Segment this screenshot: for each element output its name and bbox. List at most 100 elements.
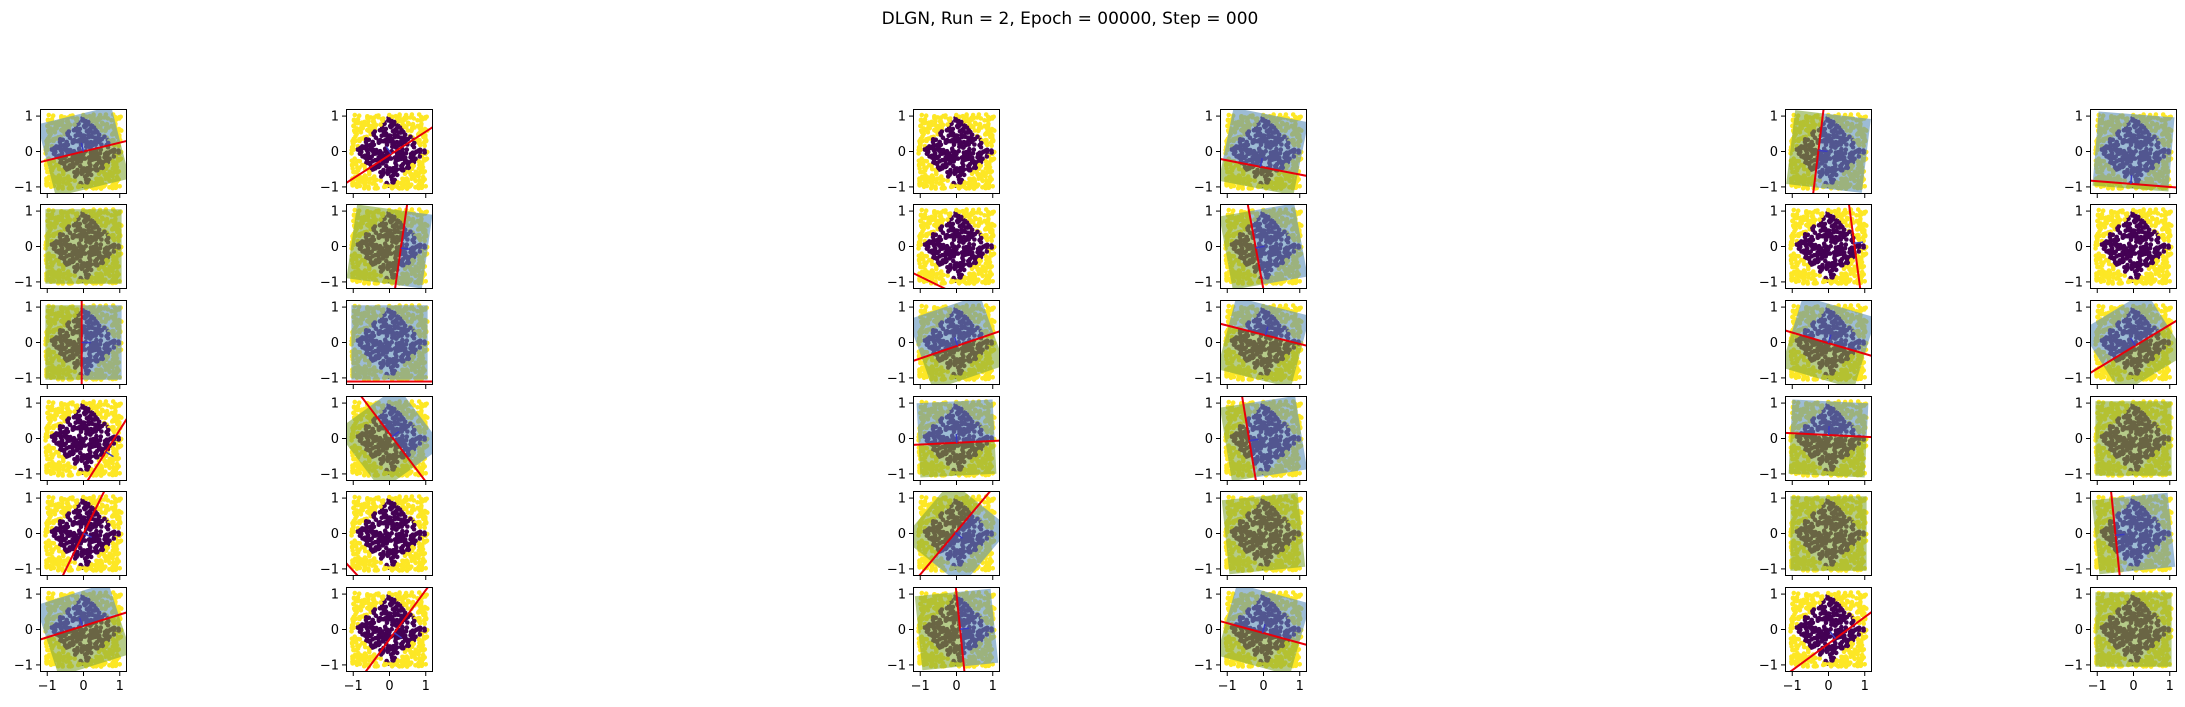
- scatter-point: [973, 164, 979, 170]
- scatter-point: [404, 176, 410, 181]
- y-tick-label: 0: [2075, 145, 2083, 160]
- y-tick-label: −1: [14, 180, 33, 195]
- scatter-point: [957, 179, 962, 185]
- scatter-point: [990, 184, 995, 189]
- scatter-point: [937, 148, 942, 154]
- scatter-point: [1225, 123, 1230, 128]
- scatter-point: [927, 145, 933, 151]
- scatter-point: [939, 174, 944, 179]
- scatter-point: [929, 177, 934, 182]
- y-tick-label: 0: [25, 240, 33, 255]
- y-tick-label: 1: [2075, 110, 2083, 125]
- scatter-point: [370, 148, 375, 154]
- scatter-point: [944, 128, 950, 133]
- scatter-point: [408, 172, 414, 178]
- scatter-point: [985, 118, 991, 123]
- scatter-point: [380, 153, 385, 159]
- scatter-point: [409, 182, 414, 187]
- scatter-point: [384, 163, 389, 169]
- scatter-point: [930, 139, 936, 145]
- scatter-point: [931, 158, 937, 164]
- scatter-point: [416, 185, 421, 191]
- scatter-point: [944, 163, 949, 169]
- scatter-point: [985, 129, 990, 134]
- scatter-point: [392, 171, 398, 176]
- subplot-r1-c4: −101: [1194, 109, 1307, 198]
- scatter-point: [50, 113, 56, 118]
- scatter-point: [374, 177, 379, 183]
- scatter-point: [971, 137, 976, 143]
- scatter-point: [945, 122, 950, 127]
- scatter-point: [916, 151, 921, 156]
- scatter-point: [929, 166, 935, 172]
- scatter-point: [371, 142, 377, 148]
- positive-region: [2092, 111, 2175, 187]
- scatter-point: [409, 153, 414, 159]
- scatter-point: [377, 163, 382, 169]
- scatter-point: [935, 144, 940, 150]
- scatter-point: [940, 166, 945, 171]
- scatter-point: [938, 142, 944, 148]
- scatter-point: [968, 123, 974, 128]
- plot-area: [1220, 109, 1307, 194]
- scatter-point: [356, 113, 362, 118]
- scatter-point: [349, 158, 355, 163]
- scatter-point: [423, 157, 429, 162]
- scatter-point: [412, 174, 418, 179]
- y-tick-label: 0: [25, 145, 33, 160]
- scatter-point: [922, 177, 927, 182]
- scatter-point: [919, 112, 925, 118]
- scatter-point: [925, 136, 931, 142]
- scatter-point: [356, 165, 362, 171]
- scatter-point: [368, 144, 373, 150]
- scatter-point: [362, 173, 368, 178]
- subplot-r2-c1: −101: [14, 204, 127, 293]
- scatter-point: [976, 182, 981, 187]
- scatter-point: [406, 164, 412, 170]
- subplot-r1-c6: −101: [2064, 109, 2177, 198]
- subplot-r1-c1: −101: [14, 109, 127, 198]
- scatter-point: [989, 139, 994, 145]
- scatter-point: [381, 167, 386, 173]
- scatter-point: [960, 158, 966, 164]
- scatter-point: [376, 140, 382, 145]
- scatter-point: [925, 130, 931, 135]
- scatter-point: [951, 163, 956, 169]
- normal-arrow: [385, 146, 392, 155]
- plot-area: [2090, 111, 2177, 192]
- scatter-point: [964, 125, 970, 130]
- scatter-point: [954, 151, 959, 157]
- scatter-point: [380, 118, 385, 123]
- scatter-point: [966, 118, 972, 123]
- subplot-r1-c2: −101: [320, 109, 433, 198]
- scatter-point: [374, 147, 379, 153]
- scatter-point: [917, 140, 923, 146]
- plot-area: [1786, 109, 1871, 194]
- scatter-point: [916, 158, 922, 163]
- scatter-point: [943, 140, 949, 145]
- scatter-point: [1226, 112, 1232, 118]
- scatter-point: [355, 158, 361, 164]
- scatter-point: [1226, 182, 1232, 187]
- scatter-point: [352, 182, 358, 187]
- scatter-point: [943, 154, 948, 160]
- scatter-point: [917, 177, 923, 183]
- scatter-point: [932, 150, 938, 156]
- scatter-point: [977, 121, 983, 127]
- scatter-point: [403, 116, 408, 122]
- positive-region: [40, 109, 121, 161]
- scatter-point: [939, 129, 945, 134]
- scatter-point: [355, 118, 360, 124]
- scatter-point: [405, 120, 411, 126]
- y-tick-label: 1: [331, 110, 339, 125]
- scatter-point: [1855, 112, 1861, 117]
- scatter-point: [1862, 184, 1867, 189]
- scatter-point: [353, 138, 359, 143]
- scatter-point: [358, 136, 364, 142]
- y-tick-label: 1: [898, 110, 906, 125]
- scatter-point: [418, 129, 423, 134]
- scatter-point: [929, 173, 935, 178]
- normal-arrow: [1818, 149, 1828, 153]
- scatter-point: [948, 129, 953, 134]
